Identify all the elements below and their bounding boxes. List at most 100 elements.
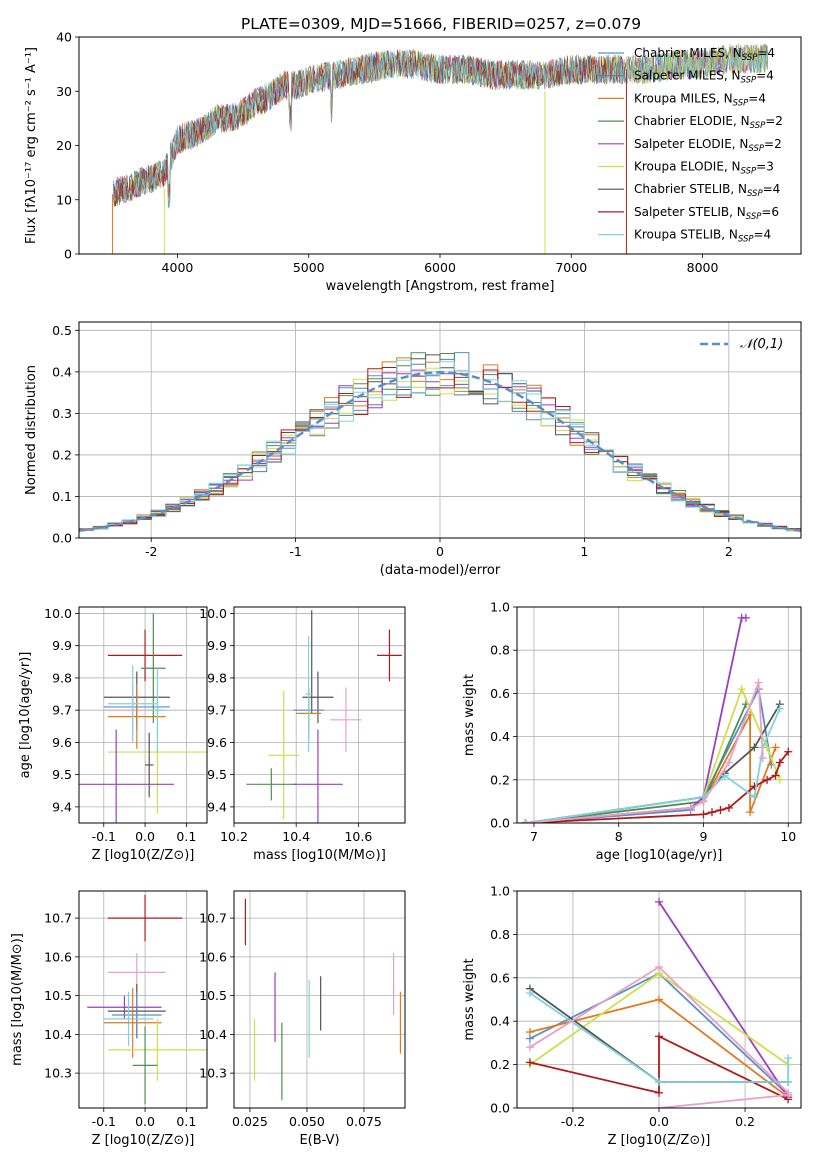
- y-tick-label: 0.2: [52, 447, 72, 462]
- legend-entry: Salpeter STELIB, NSSP=6: [634, 205, 779, 222]
- errorbar-point: [377, 629, 402, 682]
- y-axis-label: mass [log10(M/M⊙)]: [10, 933, 25, 1066]
- errorbar-point: [330, 687, 362, 753]
- y-tick-label: 0.8: [490, 643, 510, 658]
- panel-massweight-vs-age: 7 8 9 10 0.0 0.2 0.4 0.6 0.8 1.0 age [log10(age/yr…: [462, 600, 802, 863]
- y-tick-label: 0.4: [52, 364, 72, 379]
- plus-marker: [750, 743, 759, 752]
- y-tick-label: 9.7: [52, 703, 72, 718]
- gaussian-curve: [79, 371, 801, 532]
- y-tick-label: 10.6: [44, 949, 72, 964]
- errorbar-point: [140, 613, 166, 724]
- errorbar-point: [112, 991, 162, 1039]
- x-tick-label: 5000: [293, 260, 325, 275]
- y-tick-label: 10: [56, 192, 72, 207]
- x-tick-label: 2: [725, 544, 733, 559]
- figure-title: PLATE=0309, MJD=51666, FIBERID=0257, z=0…: [241, 15, 641, 33]
- weight-lines: [521, 613, 793, 823]
- panel-spectrum: 4000 5000 6000 7000 8000 0 10 20 30 40 wavelength …: [24, 30, 802, 294]
- histogram-steps: [79, 352, 801, 532]
- histogram-series: [79, 367, 801, 530]
- plus-marker: [741, 613, 750, 622]
- x-tick-label: 9: [700, 829, 708, 844]
- weight-series: [525, 682, 764, 823]
- legend-entry: Chabrier STELIB, NSSP=4: [634, 182, 780, 199]
- plot-frame: [78, 890, 208, 1109]
- x-tick-label: -0.2: [561, 1114, 585, 1129]
- errorbar-point: [107, 684, 166, 749]
- plus-marker: [699, 797, 708, 806]
- y-tick-label: 10.0: [199, 606, 227, 621]
- plus-marker: [655, 962, 663, 971]
- y-tick-label: 0: [64, 247, 72, 262]
- y-tick-label: 10.6: [199, 949, 227, 964]
- y-tick-label: 9.6: [52, 735, 72, 750]
- x-tick-label: -2: [145, 544, 157, 559]
- x-tick-label: 8: [615, 829, 623, 844]
- plus-marker: [686, 803, 695, 812]
- plus-marker: [655, 897, 663, 906]
- x-tick-label: 0.1: [176, 829, 196, 844]
- x-tick-label: 7000: [555, 260, 587, 275]
- plus-marker: [707, 808, 716, 817]
- plot-frame: [233, 890, 406, 1109]
- errorbar-point: [107, 629, 183, 682]
- x-tick-label: -1: [289, 544, 301, 559]
- y-tick-label: 0.2: [490, 1057, 510, 1072]
- plus-marker: [763, 775, 772, 784]
- weight-series: [525, 708, 781, 823]
- x-tick-label: 10.6: [344, 829, 372, 844]
- plus-marker: [655, 995, 663, 1004]
- weight-series: [529, 992, 789, 1083]
- errorbar-point: [107, 894, 183, 942]
- x-axis-label: E(B-V): [299, 1133, 339, 1148]
- weight-series: [529, 1034, 789, 1101]
- legend-entry: 𝒩(0,1): [740, 337, 783, 352]
- errorbar-point: [305, 636, 312, 753]
- x-axis-label: (data-model)/error: [380, 563, 501, 578]
- x-tick-label: 0.025: [232, 1114, 268, 1129]
- legend-entry: Chabrier ELODIE, NSSP=2: [634, 114, 783, 131]
- spectrum-series: [112, 44, 768, 208]
- plus-marker: [720, 771, 729, 780]
- x-tick-label: 0.0: [135, 1114, 155, 1129]
- plot-frame: [516, 606, 802, 824]
- y-tick-label: 0.6: [490, 686, 510, 701]
- errorbar-point: [132, 1026, 158, 1105]
- plus-marker: [784, 1054, 793, 1063]
- plus-marker: [784, 1090, 793, 1099]
- plus-marker: [775, 758, 784, 767]
- errorbar-point: [293, 729, 343, 823]
- plus-marker: [754, 678, 763, 687]
- plot-frame: [78, 606, 208, 824]
- y-tick-label: 10.0: [44, 606, 72, 621]
- legend-entry: Salpeter MILES, NSSP=4: [634, 69, 774, 86]
- x-tick-label: 0.0: [649, 1114, 669, 1129]
- errorbar-point: [246, 768, 297, 801]
- weight-series: [525, 703, 747, 823]
- weight-series: [658, 901, 789, 1098]
- spectrum-legend: Chabrier MILES, NSSP=4 Salpeter MILES, NS…: [598, 46, 783, 245]
- errorbar-point: [103, 991, 154, 1046]
- y-tick-label: 0.6: [490, 970, 510, 985]
- x-axis-label: wavelength [Angstrom, rest frame]: [326, 279, 555, 294]
- x-tick-label: 0.075: [346, 1114, 382, 1129]
- x-axis-label: Z [log10(Z/Z⊙)]: [92, 848, 195, 863]
- panel-massweight-vs-Z: -0.2 0.0 0.2 0.0 0.2 0.4 0.6 0.8 1.0 Z [log10(Z/Z…: [462, 884, 802, 1148]
- y-tick-label: 9.6: [207, 735, 227, 750]
- plus-marker: [655, 1077, 663, 1086]
- plus-marker: [716, 806, 725, 815]
- plus-marker: [771, 743, 780, 752]
- plus-marker: [525, 988, 534, 997]
- y-tick-label: 9.9: [207, 638, 227, 653]
- plus-marker: [758, 754, 767, 763]
- plus-marker: [724, 803, 733, 812]
- plus-marker: [775, 775, 784, 784]
- y-tick-label: 10.5: [199, 988, 227, 1003]
- x-tick-label: 0.050: [289, 1114, 325, 1129]
- errorbar-point: [79, 729, 174, 823]
- legend-entry: Chabrier MILES, NSSP=4: [634, 46, 775, 63]
- y-axis-label: age [log10(age/yr)]: [18, 652, 33, 779]
- y-tick-label: 9.4: [207, 799, 227, 814]
- x-tick-label: 10.2: [220, 829, 248, 844]
